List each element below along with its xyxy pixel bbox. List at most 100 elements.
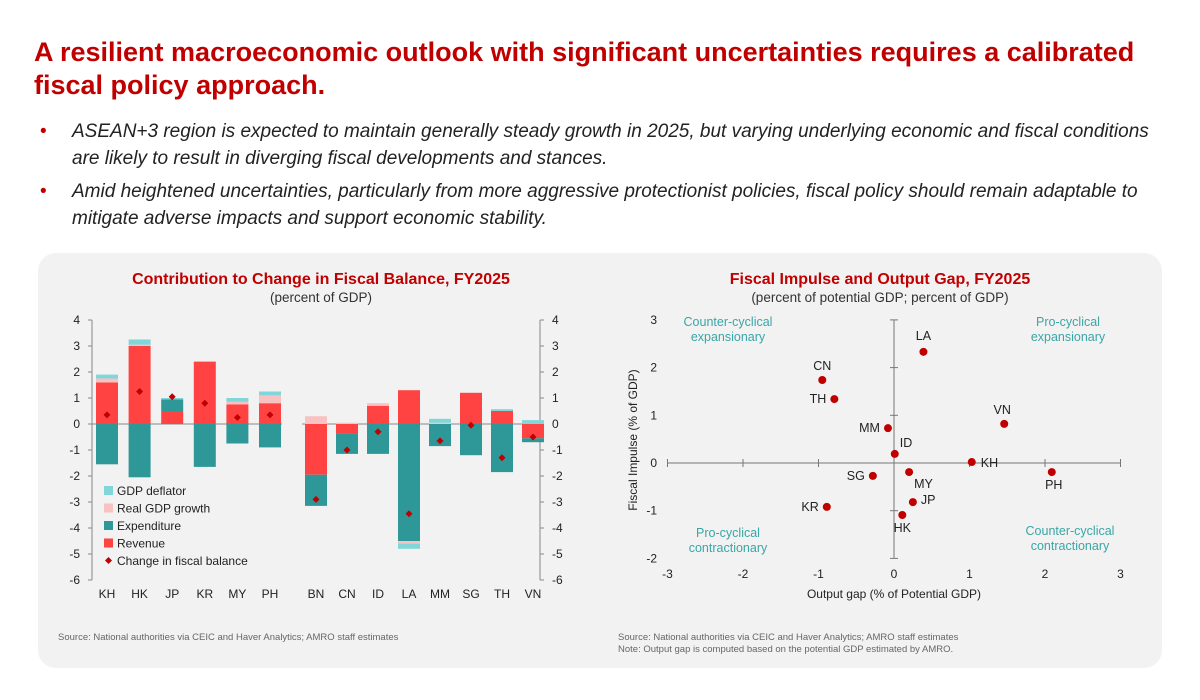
point-label: VN — [994, 403, 1011, 417]
legend-label: Change in fiscal balance — [117, 554, 248, 568]
point-label: TH — [810, 392, 827, 406]
scatter-point — [883, 424, 892, 433]
bullet-item: • Amid heightened uncertainties, particul… — [40, 178, 1160, 232]
x-tick-label: LA — [402, 587, 417, 601]
bar-revenue — [305, 424, 327, 475]
slide-title: A resilient macroeconomic outlook with s… — [34, 37, 1135, 100]
legend-label: Expenditure — [117, 519, 181, 533]
point-label: KH — [981, 456, 998, 470]
fiscal-balance-marker — [498, 454, 506, 462]
y-tick-label: -4 — [69, 521, 80, 535]
x-tick-label: -1 — [813, 567, 824, 581]
scatter-chart-note: Note: Output gap is computed based on th… — [618, 644, 953, 655]
scatter-point — [818, 376, 827, 385]
bar-revenue — [193, 361, 216, 424]
y-tick-label: 1 — [650, 408, 657, 422]
x-tick-label: HK — [131, 587, 148, 601]
y-tick-label-right: 0 — [552, 417, 559, 431]
bar-revenue — [367, 405, 389, 424]
legend-marker — [105, 557, 112, 564]
fiscal-balance-marker — [233, 414, 241, 421]
fiscal-balance-marker — [168, 393, 176, 401]
scatter-point — [1047, 468, 1056, 477]
bar-revenue — [128, 346, 151, 424]
legend-label: GDP deflator — [117, 484, 186, 498]
scatter-chart-source: Source: National authorities via CEIC an… — [618, 632, 959, 643]
y-tick-label: 1 — [73, 391, 80, 405]
y-tick-label: -1 — [646, 504, 657, 518]
y-tick-label-right: -3 — [552, 495, 563, 509]
y-tick-label: -5 — [69, 547, 80, 561]
scatter-y-label: Fiscal Impulse (% of GDP) — [626, 369, 640, 510]
y-tick-label-right: 3 — [552, 339, 559, 353]
y-tick-label: -6 — [69, 573, 80, 587]
y-tick-label: -3 — [69, 495, 80, 509]
bar-expenditure — [429, 424, 451, 447]
bar-revenue — [161, 411, 184, 424]
y-tick-label: 2 — [73, 365, 80, 379]
y-tick-label: -1 — [69, 443, 80, 457]
scatter-point — [1000, 419, 1009, 428]
bar-revenue — [398, 390, 420, 424]
x-tick-label: PH — [262, 587, 279, 601]
quadrant-label-top-right: Pro-cyclical — [1036, 315, 1100, 329]
bullet-icon: • — [40, 121, 47, 142]
scatter-point — [898, 510, 907, 519]
bar-expenditure — [367, 424, 389, 454]
y-tick-label-right: -4 — [552, 521, 563, 535]
bar-revenue — [336, 424, 358, 434]
scatter-point — [908, 498, 917, 507]
x-tick-label: BN — [308, 587, 325, 601]
x-tick-label: KH — [99, 587, 116, 601]
x-tick-label: 1 — [966, 567, 973, 581]
bar-gdp-deflator — [128, 339, 151, 345]
y-tick-label-right: 2 — [552, 365, 559, 379]
bar-real-gdp-growth — [305, 416, 327, 424]
y-tick-label: 3 — [73, 339, 80, 353]
x-tick-label: JP — [165, 587, 179, 601]
bar-revenue — [460, 392, 482, 424]
x-tick-label: 3 — [1117, 567, 1124, 581]
scatter-point — [868, 471, 877, 480]
y-tick-label-right: 4 — [552, 313, 559, 327]
fiscal-balance-marker — [436, 437, 444, 445]
point-label: LA — [916, 329, 932, 343]
bullet-item: • ASEAN+3 region is expected to maintain … — [40, 118, 1160, 172]
quadrant-label-bottom-left: contractionary — [689, 541, 768, 555]
bar-real-gdp-growth — [367, 403, 389, 406]
bar-revenue — [96, 382, 118, 424]
point-label: ID — [900, 436, 913, 450]
bullet-icon: • — [40, 181, 47, 202]
y-tick-label: 0 — [650, 456, 657, 470]
bar-real-gdp-growth — [96, 378, 118, 383]
bar-gdp-deflator — [259, 391, 281, 396]
bar-chart-subtitle: (percent of GDP) — [270, 290, 372, 305]
bar-expenditure — [96, 424, 118, 465]
x-tick-label: CN — [338, 587, 355, 601]
x-tick-label: MY — [228, 587, 246, 601]
x-tick-label: -3 — [662, 567, 673, 581]
bullet-text: ASEAN+3 region is expected to maintain g… — [72, 121, 1149, 169]
quadrant-label-top-left: expansionary — [691, 330, 766, 344]
scatter-point — [919, 347, 928, 356]
legend-swatch — [104, 486, 113, 495]
y-tick-label-right: 1 — [552, 391, 559, 405]
x-tick-label: 0 — [891, 567, 898, 581]
x-tick-label: -2 — [738, 567, 749, 581]
bar-expenditure — [161, 399, 184, 411]
bar-chart-source: Source: National authorities via CEIC an… — [58, 632, 399, 643]
x-tick-label: KR — [196, 587, 213, 601]
y-tick-label: 3 — [650, 313, 657, 327]
bar-expenditure — [398, 424, 420, 541]
scatter-point — [905, 468, 914, 477]
fiscal-balance-marker — [405, 510, 413, 518]
fiscal-balance-marker — [136, 388, 144, 395]
bar-expenditure — [491, 424, 513, 473]
legend-label: Real GDP growth — [117, 502, 210, 516]
x-tick-label: MM — [430, 587, 450, 601]
bar-chart: 4 4 3 3 2 2 1 1 0 0 -1 -1 -2 -2 -3 -3 -4 -4 -5 -5 -6 -6 KH HK JP… — [69, 313, 563, 601]
scatter-point — [822, 502, 831, 511]
y-tick-label-right: -2 — [552, 469, 563, 483]
scatter-point — [967, 458, 976, 467]
quadrant-label-bottom-right: Counter-cyclical — [1026, 524, 1115, 538]
